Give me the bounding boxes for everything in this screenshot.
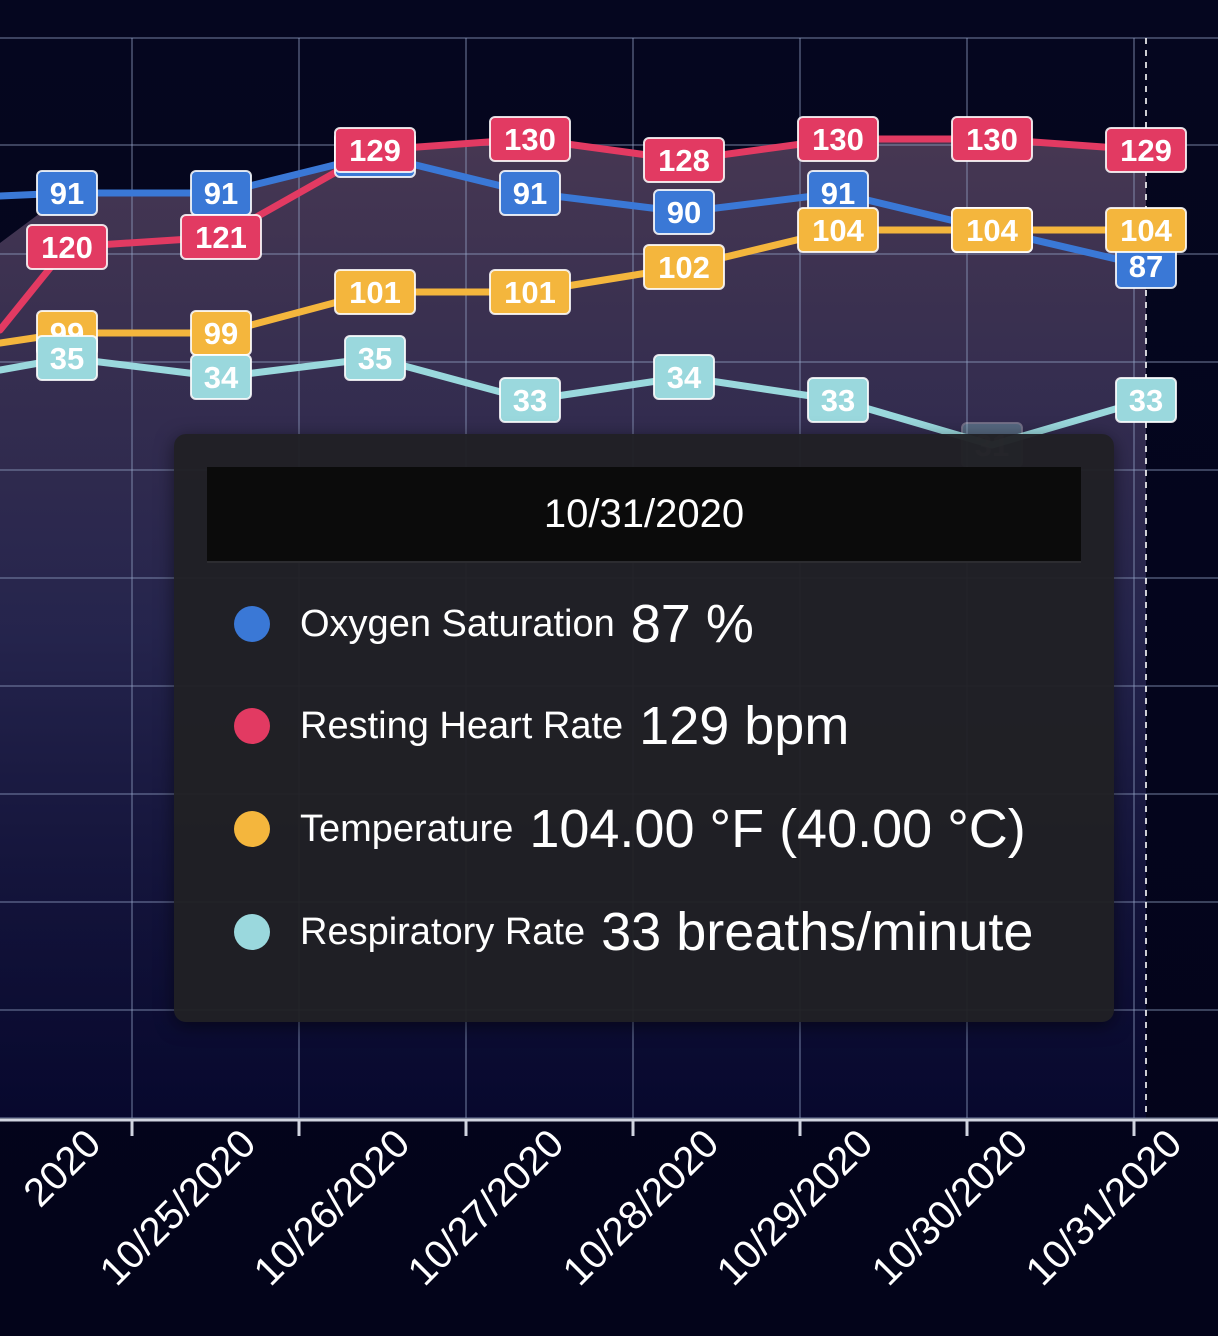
data-label-box: [1105, 127, 1187, 173]
data-label: 87: [1115, 243, 1177, 289]
data-label-text: 104: [1120, 213, 1172, 248]
data-label-box: [499, 377, 561, 423]
data-label-text: 33: [1129, 383, 1163, 418]
data-label-text: 130: [812, 122, 864, 157]
data-label-box: [489, 116, 571, 162]
data-label: 129: [334, 127, 416, 173]
data-label: 34: [190, 354, 252, 400]
data-label-box: [797, 207, 879, 253]
data-label: 33: [807, 377, 869, 423]
tooltip-row-resting-heart-rate: Resting Heart Rate 129 bpm: [234, 686, 849, 766]
data-label-text: 130: [504, 122, 556, 157]
data-label-text: 91: [50, 176, 84, 211]
data-label-text: 102: [658, 250, 710, 285]
data-label: 99: [190, 310, 252, 356]
data-label: 91: [36, 170, 98, 216]
data-label: 101: [334, 269, 416, 315]
data-label: 35: [344, 335, 406, 381]
data-label: 101: [489, 269, 571, 315]
data-label: 129: [1105, 127, 1187, 173]
data-label-box: [180, 214, 262, 260]
data-label-text: 35: [358, 341, 392, 376]
tooltip-row-temperature: Temperature 104.00 °F (40.00 °C): [234, 789, 1026, 869]
data-label-text: 120: [41, 230, 93, 265]
data-label-box: [951, 207, 1033, 253]
data-label-box: [653, 354, 715, 400]
tooltip-series-name: Respiratory Rate: [300, 910, 586, 953]
data-label-text: 101: [349, 275, 401, 310]
data-label-box: [797, 116, 879, 162]
data-label-text: 33: [513, 383, 547, 418]
chart-tooltip: 10/31/2020 Oxygen Saturation 87 % Restin…: [174, 434, 1114, 1022]
data-label-box: [1105, 207, 1187, 253]
data-label-box: [643, 244, 725, 290]
data-label-box: [344, 335, 406, 381]
data-label-box: [334, 127, 416, 173]
tooltip-series-value: 87 %: [630, 594, 754, 654]
tooltip-row-oxygen-saturation: Oxygen Saturation 87 %: [234, 584, 754, 664]
data-label: 130: [797, 116, 879, 162]
data-label: 34: [653, 354, 715, 400]
data-label: 35: [36, 335, 98, 381]
data-label: 91: [190, 170, 252, 216]
data-label: 33: [499, 377, 561, 423]
tooltip-series-name: Temperature: [300, 807, 514, 850]
data-label-text: 101: [504, 275, 556, 310]
tooltip-series-name: Oxygen Saturation: [300, 602, 615, 645]
oxygen-saturation-dot-icon: [234, 606, 270, 642]
data-label-text: 104: [812, 213, 864, 248]
data-label-box: [499, 170, 561, 216]
data-label-text: 87: [1129, 249, 1163, 284]
data-label-box: [1115, 377, 1177, 423]
data-label-box: [36, 335, 98, 381]
resting-heart-rate-dot-icon: [234, 708, 270, 744]
data-label-box: [489, 269, 571, 315]
data-label: 91: [807, 170, 869, 216]
data-label-text: 129: [1120, 133, 1172, 168]
data-label: 120: [26, 224, 108, 270]
respiratory-rate-dot-icon: [234, 914, 270, 950]
data-label-box: [36, 170, 98, 216]
data-label-box: [807, 377, 869, 423]
data-label-text: 34: [667, 360, 702, 395]
data-label-text: 121: [195, 220, 247, 255]
tooltip-date: 10/31/2020: [207, 467, 1081, 563]
data-label-box: [334, 269, 416, 315]
data-label-box: [653, 189, 715, 235]
data-label-text: 104: [966, 213, 1018, 248]
tooltip-series-value: 129 bpm: [639, 696, 850, 756]
data-label-box: [643, 137, 725, 183]
data-label: 130: [951, 116, 1033, 162]
data-label: 91: [499, 170, 561, 216]
data-label: 104: [951, 207, 1033, 253]
tooltip-series-value: 104.00 °F (40.00 °C): [529, 799, 1026, 859]
data-label: 104: [797, 207, 879, 253]
data-label: 121: [180, 214, 262, 260]
temperature-dot-icon: [234, 811, 270, 847]
tooltip-row-respiratory-rate: Respiratory Rate 33 breaths/minute: [234, 892, 1033, 972]
data-label-text: 91: [204, 176, 238, 211]
tooltip-series-name: Resting Heart Rate: [300, 704, 624, 747]
data-label-text: 99: [204, 316, 238, 351]
data-label: 90: [653, 189, 715, 235]
data-label-text: 91: [513, 176, 547, 211]
data-label-text: 128: [658, 143, 710, 178]
data-label-text: 91: [821, 176, 855, 211]
data-label-text: 129: [349, 133, 401, 168]
data-label-text: 33: [821, 383, 855, 418]
data-label-box: [190, 354, 252, 400]
data-label-box: [26, 224, 108, 270]
data-label-text: 35: [50, 341, 84, 376]
data-label-text: 34: [204, 360, 239, 395]
data-label: 104: [1105, 207, 1187, 253]
data-label-text: 130: [966, 122, 1018, 157]
data-label: 102: [643, 244, 725, 290]
data-label: 128: [643, 137, 725, 183]
data-label: 33: [1115, 377, 1177, 423]
data-label-box: [951, 116, 1033, 162]
tooltip-series-value: 33 breaths/minute: [601, 902, 1034, 962]
data-label-text: 90: [667, 195, 701, 230]
data-label: 130: [489, 116, 571, 162]
